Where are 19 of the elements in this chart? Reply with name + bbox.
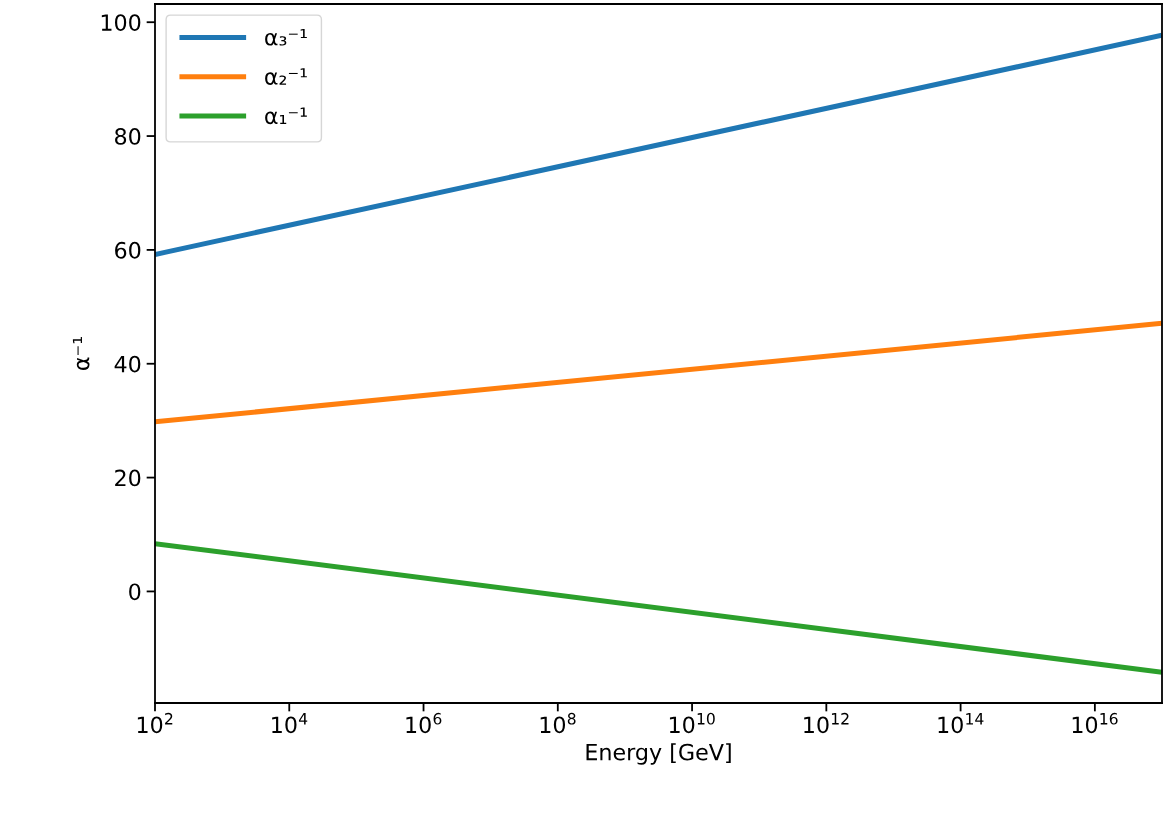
y-tick-label: 0	[129, 583, 141, 601]
y-tick-label: 40	[114, 355, 141, 373]
y-tick-label: 20	[115, 469, 141, 487]
x-axis-title: Energy [GeV]	[586, 743, 731, 765]
x-tick-label: 10$^{16}$	[1072, 712, 1118, 734]
x-tick-label: 10$^{4}$	[272, 713, 308, 734]
x-tick-label: 10$^{8}$	[540, 712, 576, 734]
legend-label: α₃⁻¹	[265, 29, 307, 46]
legend-label: α₂⁻¹	[265, 68, 307, 85]
x-tick-label: 10$^{2}$	[137, 712, 173, 734]
legend-label: α₁⁻¹	[265, 107, 307, 125]
y-tick-label: 60	[115, 241, 141, 259]
x-tick-label: 10$^{12}$	[804, 712, 849, 734]
y-tick-label: 80	[115, 128, 141, 145]
y-axis-title: α⁻¹	[72, 337, 90, 370]
x-tick-label: 10$^{6}$	[406, 712, 442, 734]
x-tick-label: 10$^{10}$	[669, 712, 715, 734]
y-tick-label: 100	[101, 14, 141, 31]
x-tick-label: 10$^{14}$	[938, 713, 984, 734]
